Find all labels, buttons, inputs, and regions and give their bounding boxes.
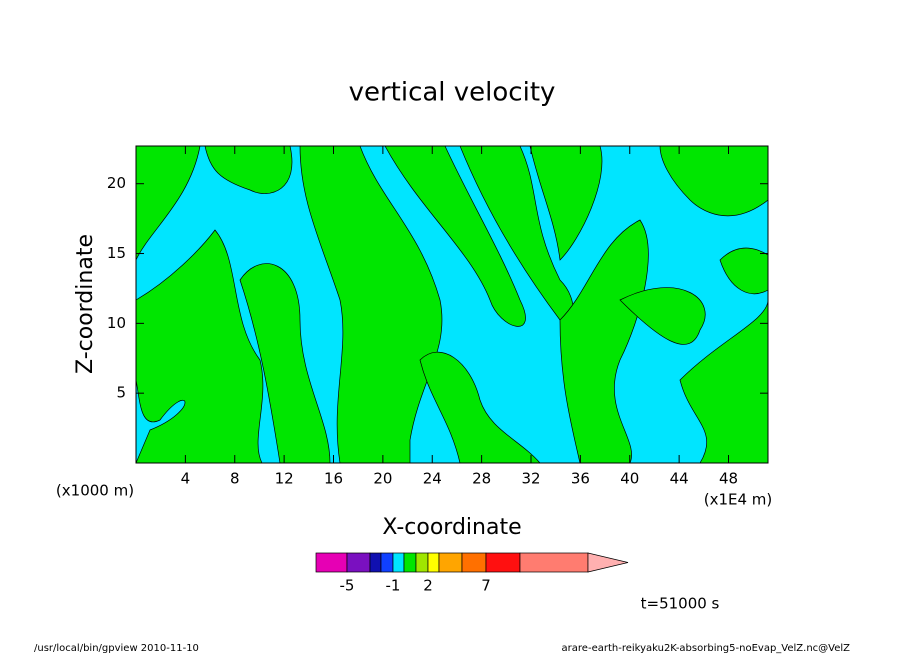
time-label: t=51000 s xyxy=(641,595,720,613)
colorbar-extension xyxy=(587,552,629,573)
footer-right: arare-earth-reikyaku2K-absorbing5-noEvap… xyxy=(562,643,851,654)
x-tick-label: 24 xyxy=(423,470,442,488)
x-tick-label: 32 xyxy=(521,470,540,488)
x-tick-label: 48 xyxy=(719,470,738,488)
x-tick-label: 12 xyxy=(275,470,294,488)
x-tick-label: 4 xyxy=(181,470,191,488)
colorbar-segment xyxy=(461,552,487,573)
colorbar-segment xyxy=(346,552,371,573)
footer-left: /usr/local/bin/gpview 2010-11-10 xyxy=(34,643,199,654)
colorbar-segment xyxy=(415,552,429,573)
colorbar-segment xyxy=(485,552,521,573)
y-tick-label: 20 xyxy=(107,174,126,192)
y-tick-label: 15 xyxy=(107,244,126,262)
x-tick-label: 40 xyxy=(620,470,639,488)
x-tick-label: 8 xyxy=(230,470,240,488)
x-tick-label: 28 xyxy=(472,470,491,488)
colorbar-segment xyxy=(438,552,463,573)
x-axis-label: X-coordinate xyxy=(382,515,521,540)
colorbar-segment xyxy=(519,552,589,573)
y-tick-label: 10 xyxy=(107,314,126,332)
x-tick-label: 16 xyxy=(324,470,343,488)
colorbar-tick-label: -5 xyxy=(340,577,355,595)
y-axis-label: Z-coordinate xyxy=(73,234,98,374)
x-tick-label: 36 xyxy=(571,470,590,488)
x-tick-label: 44 xyxy=(670,470,689,488)
x-unit-label: (x1000 m) xyxy=(56,482,134,500)
colorbar-segment xyxy=(403,552,417,573)
plot-frame xyxy=(135,145,769,464)
chart-title: vertical velocity xyxy=(349,78,556,108)
field-region xyxy=(136,146,768,463)
colorbar-tick-label: 2 xyxy=(423,577,433,595)
colorbar-segment xyxy=(369,552,382,573)
contour-field xyxy=(136,146,768,463)
x-tick-label: 20 xyxy=(373,470,392,488)
colorbar-segment xyxy=(315,552,348,573)
colorbar-tick-label: 7 xyxy=(481,577,491,595)
y-tick-label: 5 xyxy=(116,384,126,402)
x-unit-label: (x1E4 m) xyxy=(704,491,773,509)
colorbar-segment xyxy=(380,552,394,573)
colorbar-segment xyxy=(392,552,405,573)
colorbar-segment xyxy=(427,552,440,573)
colorbar-tick-label: -1 xyxy=(386,577,401,595)
